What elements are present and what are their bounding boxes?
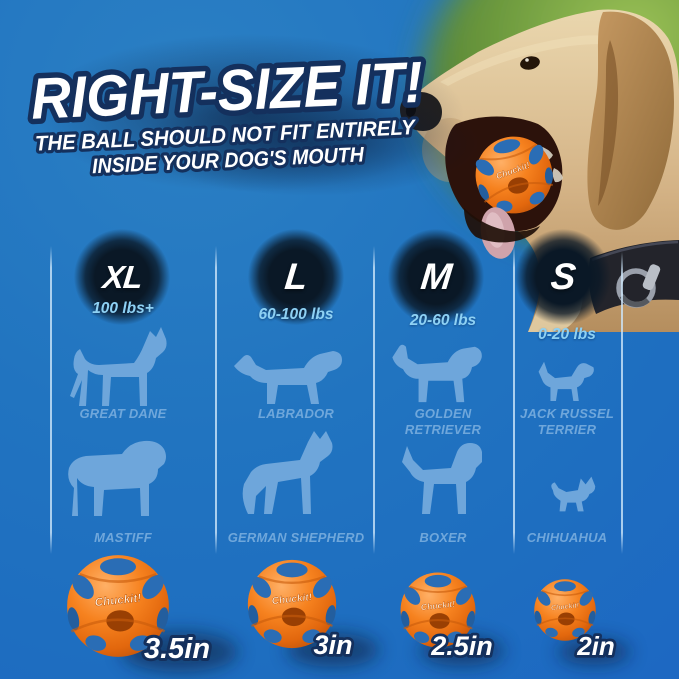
jack-russel-silhouette-icon bbox=[538, 361, 594, 402]
chihuahua-silhouette-icon bbox=[551, 476, 596, 512]
weight-label-l: 60-100 lbs bbox=[258, 306, 334, 323]
size-letter-m: M bbox=[418, 256, 454, 297]
divider-line bbox=[373, 246, 375, 554]
ball-size-label-xl: 3.5in bbox=[144, 633, 210, 665]
breed-label-mastiff: MASTIFF bbox=[94, 530, 152, 545]
size-letter-s: S bbox=[548, 256, 578, 297]
weight-label-m: 20-60 lbs bbox=[409, 312, 477, 329]
breed-label-jack-russel: JACK RUSSEL TERRIER bbox=[520, 406, 614, 437]
ball-size-label-l: 3in bbox=[313, 630, 352, 660]
breed-label-chihuahua: CHIHUAHUA bbox=[526, 530, 608, 545]
size-badge-xl: XL bbox=[74, 229, 170, 325]
breed-label-german-shepherd: GERMAN SHEPHERD bbox=[227, 530, 365, 545]
size-badge-l: L bbox=[248, 229, 344, 325]
forehead-highlight bbox=[440, 35, 650, 86]
ball-size-label-s: 2in bbox=[576, 631, 615, 661]
ball-size-lineup: 3.5in 3in 2.5in 2in bbox=[65, 553, 630, 672]
dog-collar bbox=[588, 240, 679, 314]
great-dane-silhouette-icon bbox=[70, 327, 167, 406]
size-letter-xl: XL bbox=[100, 258, 144, 295]
ball-size-label-m: 2.5in bbox=[430, 631, 493, 661]
mastiff-silhouette-icon bbox=[68, 440, 166, 516]
divider-line bbox=[215, 246, 217, 554]
lower-lip bbox=[464, 208, 540, 243]
divider-line bbox=[621, 252, 623, 554]
breed-label-golden-retriever: GOLDEN RETRIEVER bbox=[404, 406, 482, 437]
dog-eye bbox=[520, 56, 540, 70]
collar-clasp bbox=[642, 264, 661, 291]
weight-label-s: 0-20 lbs bbox=[538, 326, 596, 343]
boxer-silhouette-icon bbox=[402, 443, 482, 514]
breed-label-labrador: LABRADOR bbox=[258, 406, 334, 421]
german-shepherd-silhouette-icon bbox=[242, 431, 333, 514]
labrador-silhouette-icon bbox=[234, 351, 342, 404]
golden-retriever-silhouette-icon bbox=[392, 344, 482, 403]
breed-label-great-dane: GREAT DANE bbox=[79, 406, 167, 421]
weight-label-xl: 100 lbs+ bbox=[92, 300, 154, 317]
size-badge-m: M bbox=[388, 229, 484, 325]
size-letter-l: L bbox=[282, 256, 310, 297]
breed-label-boxer: BOXER bbox=[419, 530, 467, 545]
divider-line bbox=[50, 246, 52, 554]
divider-line bbox=[513, 246, 515, 554]
header: RIGHT-SIZE IT! THE BALL SHOULD NOT FIT E… bbox=[24, 44, 429, 178]
size-badge-s: S bbox=[515, 229, 611, 325]
ball-shadow bbox=[558, 639, 630, 665]
